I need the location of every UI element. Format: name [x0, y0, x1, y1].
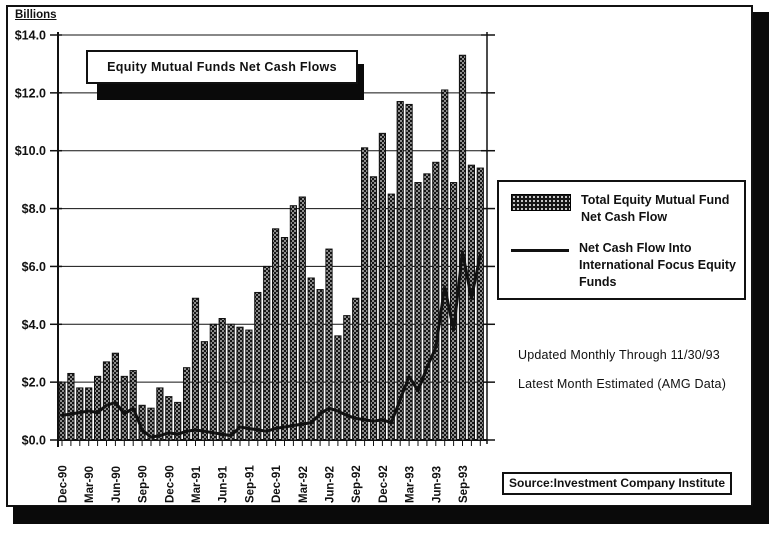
- svg-text:$14.0: $14.0: [15, 29, 46, 43]
- line-series-swatch: [511, 249, 569, 252]
- svg-text:Dec-92: Dec-92: [378, 465, 390, 503]
- y-axis-units-label: Billions: [15, 9, 57, 21]
- svg-text:$8.0: $8.0: [22, 202, 46, 216]
- legend-item-line: Net Cash Flow Into International Focus E…: [511, 240, 747, 291]
- svg-text:Sep-91: Sep-91: [244, 465, 256, 503]
- note-updated: Updated Monthly Through 11/30/93: [518, 348, 720, 362]
- svg-text:Dec-91: Dec-91: [271, 465, 283, 503]
- svg-text:Jun-92: Jun-92: [325, 466, 337, 503]
- svg-text:Jun-93: Jun-93: [431, 466, 443, 503]
- svg-text:Mar-92: Mar-92: [298, 466, 310, 503]
- bar-series-swatch: [511, 194, 571, 211]
- svg-text:$2.0: $2.0: [22, 376, 46, 390]
- note-estimated: Latest Month Estimated (AMG Data): [518, 377, 727, 391]
- svg-text:$10.0: $10.0: [15, 144, 46, 158]
- svg-text:Sep-92: Sep-92: [351, 465, 363, 503]
- page-shadow-bottom: [13, 506, 769, 524]
- svg-text:Jun-90: Jun-90: [111, 466, 123, 503]
- svg-text:Mar-93: Mar-93: [405, 466, 417, 503]
- svg-text:Dec-90: Dec-90: [58, 465, 70, 503]
- svg-text:Dec-90: Dec-90: [164, 465, 176, 503]
- legend-box: Total Equity Mutual Fund Net Cash Flow N…: [497, 180, 746, 300]
- svg-text:Jun-91: Jun-91: [218, 465, 230, 503]
- svg-text:$4.0: $4.0: [22, 318, 46, 332]
- svg-text:Sep-93: Sep-93: [458, 465, 470, 503]
- line-series-label: Net Cash Flow Into International Focus E…: [579, 241, 736, 289]
- chart-title: Equity Mutual Funds Net Cash Flows: [86, 50, 358, 84]
- line-series: [60, 250, 482, 439]
- svg-text:$6.0: $6.0: [22, 260, 46, 274]
- bar-series: [58, 54, 484, 441]
- svg-text:$12.0: $12.0: [15, 86, 46, 100]
- svg-text:Sep-90: Sep-90: [138, 465, 150, 503]
- axis-labels: $0.0 $2.0 $4.0 $6.0 $8.0 $10.0 $12.0 $14.0 Dec-9…: [15, 29, 470, 504]
- legend-item-bars: Total Equity Mutual Fund Net Cash Flow: [511, 192, 749, 226]
- source-box: Source:Investment Company Institute: [502, 472, 733, 495]
- svg-text:$0.0: $0.0: [22, 434, 46, 448]
- svg-text:Mar-91: Mar-91: [191, 465, 203, 503]
- bar-series-label: Total Equity Mutual Fund Net Cash Flow: [581, 193, 730, 224]
- page-shadow-right: [753, 12, 769, 523]
- svg-text:Mar-90: Mar-90: [84, 466, 96, 503]
